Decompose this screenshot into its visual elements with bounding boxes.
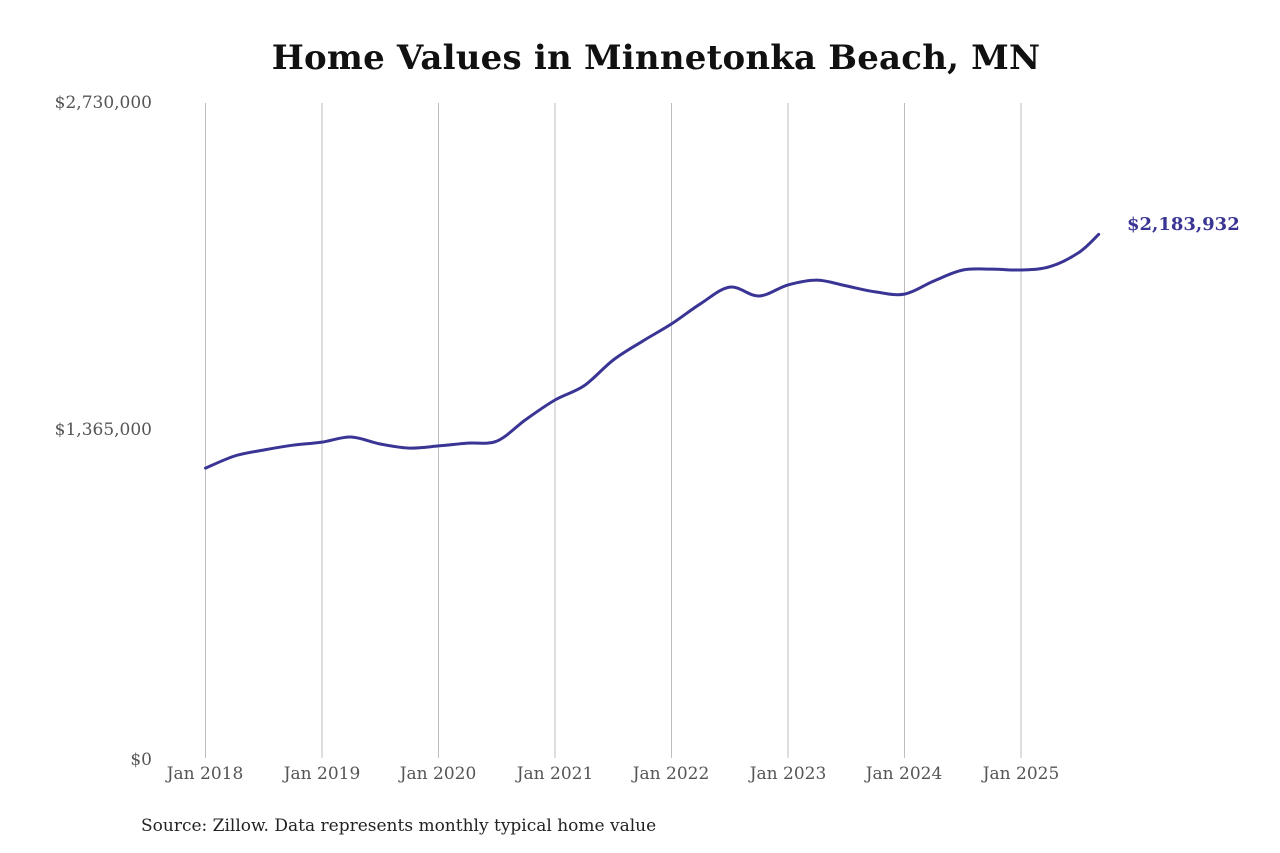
latest-value-label: $2,183,932 <box>1127 214 1240 235</box>
x-tick-2021: Jan 2021 <box>516 764 594 784</box>
x-tick-2023: Jan 2023 <box>749 764 827 784</box>
y-tick-bottom: $0 <box>130 750 152 770</box>
x-tick-2024: Jan 2024 <box>865 764 943 784</box>
vertical-gridlines <box>205 103 1022 758</box>
x-tick-2022: Jan 2022 <box>632 764 710 784</box>
home-value-line <box>204 232 1101 470</box>
y-tick-mid: $1,365,000 <box>54 420 152 440</box>
x-tick-2025: Jan 2025 <box>982 764 1060 784</box>
source-note: Source: Zillow. Data represents monthly … <box>141 816 657 836</box>
x-tick-2019: Jan 2019 <box>283 764 361 784</box>
x-tick-2018: Jan 2018 <box>166 764 244 784</box>
chart-title: Home Values in Minnetonka Beach, MN <box>271 38 1041 78</box>
x-tick-2020: Jan 2020 <box>399 764 477 784</box>
y-tick-top: $2,730,000 <box>54 93 152 113</box>
